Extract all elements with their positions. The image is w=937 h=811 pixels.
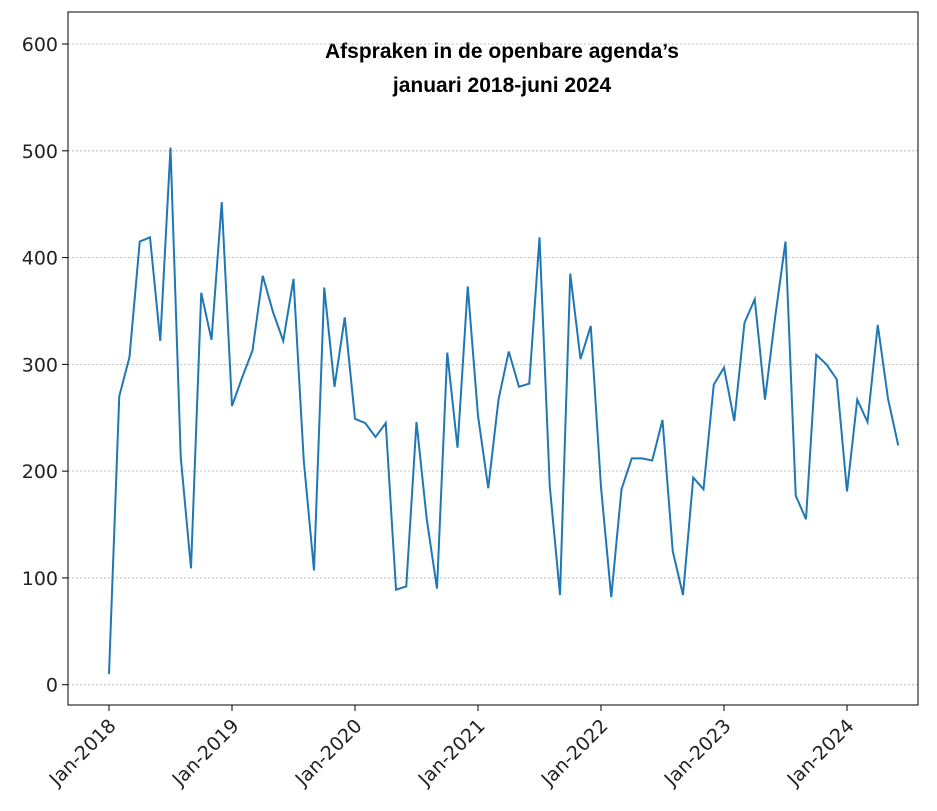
y-tick-label: 0 bbox=[46, 675, 58, 697]
y-tick-label: 300 bbox=[22, 354, 58, 376]
y-tick-label: 100 bbox=[22, 568, 58, 590]
data-line bbox=[108, 147, 900, 675]
x-tick-label: Jan-2024 bbox=[783, 715, 859, 791]
y-tick-label: 500 bbox=[22, 141, 58, 163]
x-tick-label: Jan-2019 bbox=[168, 715, 244, 791]
y-tick-label: 600 bbox=[22, 34, 58, 56]
x-tick-label: Jan-2021 bbox=[414, 715, 490, 791]
y-tick-label: 200 bbox=[22, 461, 58, 483]
x-tick-label: Jan-2022 bbox=[537, 715, 613, 791]
chart-title: Afspraken in de openbare agenda’s bbox=[325, 40, 679, 63]
chart-subtitle: januari 2018-juni 2024 bbox=[392, 74, 612, 97]
x-tick-label: Jan-2018 bbox=[45, 715, 121, 791]
x-tick-label: Jan-2023 bbox=[660, 715, 736, 791]
plot-frame bbox=[67, 11, 919, 706]
x-tick-label: Jan-2020 bbox=[291, 715, 367, 791]
y-tick-label: 400 bbox=[22, 248, 58, 270]
